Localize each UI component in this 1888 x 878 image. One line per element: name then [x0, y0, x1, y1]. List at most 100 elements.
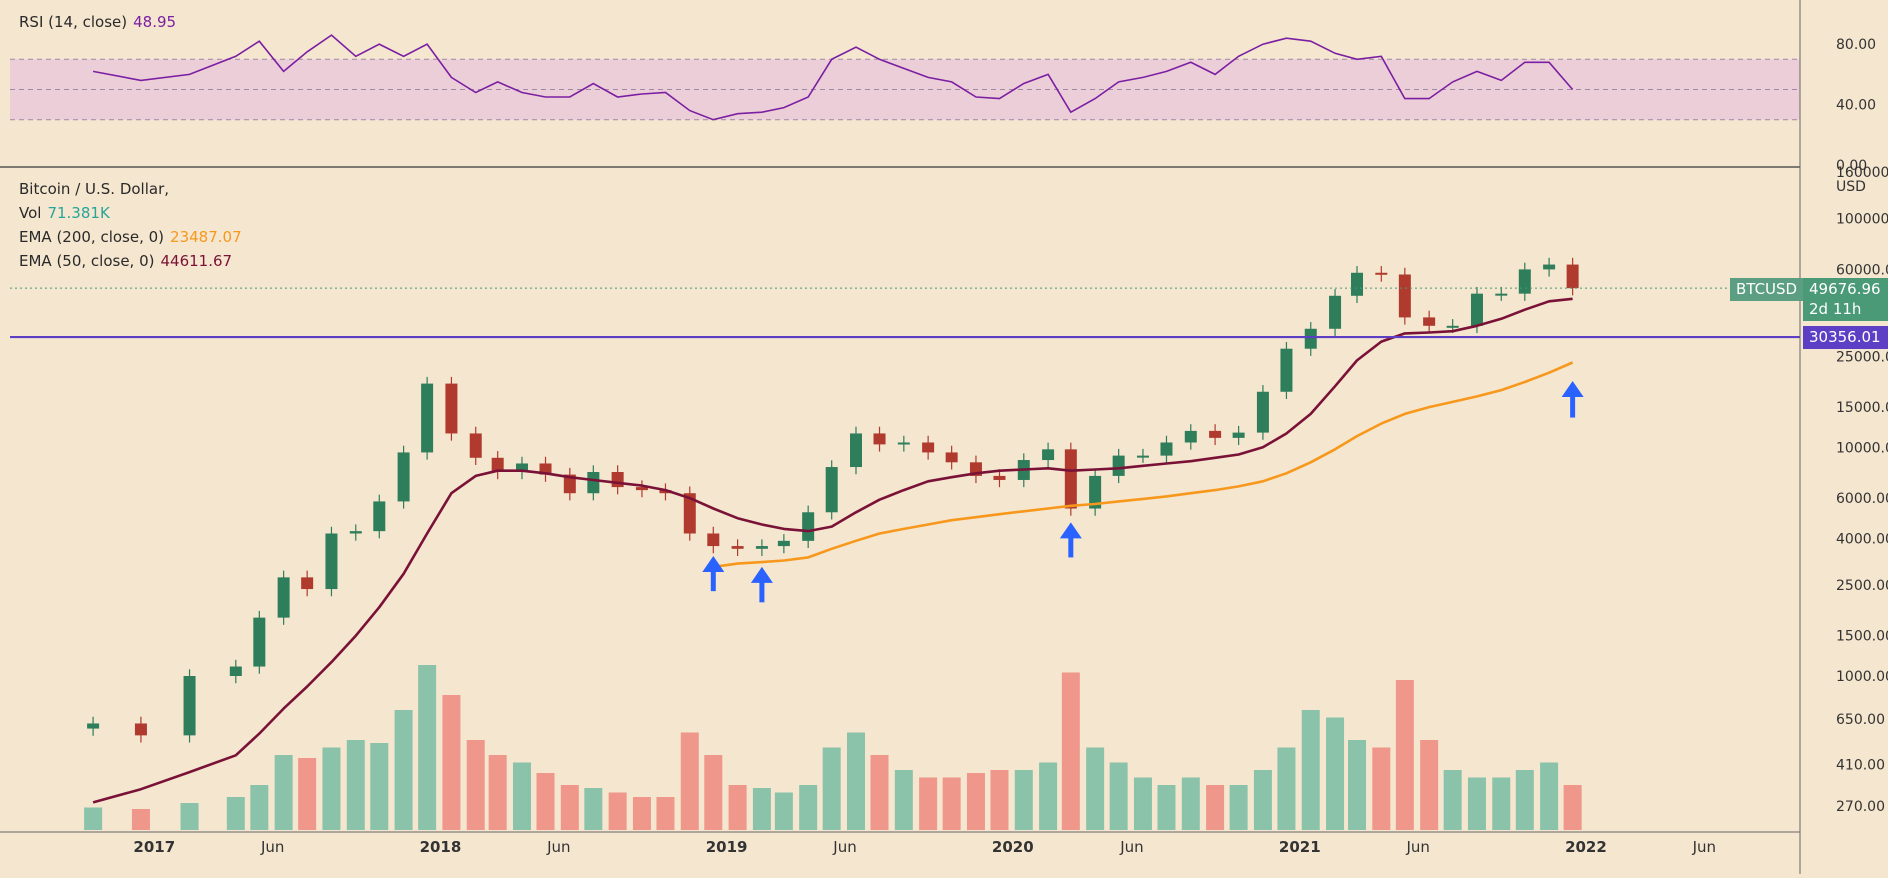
- candle-body: [253, 618, 265, 667]
- candle-body: [993, 476, 1005, 480]
- volume-bar: [132, 809, 150, 830]
- ema200-legend[interactable]: EMA (200, close, 0)23487.07: [19, 225, 242, 249]
- price-tick-label: 650.00: [1836, 712, 1885, 728]
- volume-bar: [609, 793, 627, 831]
- ema50-legend-label: EMA (50, close, 0): [19, 252, 155, 270]
- candle-body: [732, 546, 744, 549]
- volume-bar: [871, 755, 889, 830]
- symbol-badge: BTCUSD: [1730, 278, 1803, 301]
- volume-bar: [181, 803, 199, 830]
- volume-bar: [1230, 785, 1248, 830]
- candle-body: [301, 577, 313, 589]
- candle-body: [325, 533, 337, 589]
- rsi-pane: [10, 35, 1800, 120]
- price-tick-label: 60000.00: [1836, 262, 1888, 278]
- candle-body: [1375, 273, 1387, 275]
- time-tick-label: 2022: [1565, 838, 1607, 856]
- candle-body: [1185, 431, 1197, 443]
- volume-bar: [1444, 770, 1462, 830]
- candle-body: [421, 384, 433, 453]
- rsi-tick-label: 40.00: [1836, 98, 1876, 114]
- volume-bar: [1420, 740, 1438, 830]
- ema50-legend[interactable]: EMA (50, close, 0) 44611.67: [19, 249, 242, 273]
- candle-body: [184, 676, 196, 735]
- candle-body: [1160, 442, 1172, 455]
- candle-body: [612, 472, 624, 487]
- candle-body: [922, 442, 934, 452]
- ema50-line: [93, 299, 1573, 803]
- volume-bar: [1086, 748, 1104, 831]
- candle-body: [1209, 431, 1221, 438]
- countdown-badge: 2d 11h: [1803, 298, 1888, 321]
- volume-bar: [1492, 778, 1510, 831]
- volume-bar: [322, 748, 340, 831]
- arrow-up-head: [751, 567, 773, 583]
- vol-legend-label: Vol: [19, 204, 41, 222]
- candle-body: [1351, 273, 1363, 296]
- time-tick-label: 2020: [992, 838, 1034, 856]
- candle-body: [850, 433, 862, 467]
- time-tick-label: 2018: [420, 838, 462, 856]
- price-tick-label: 1000.00: [1836, 669, 1888, 685]
- volume-bar: [1277, 748, 1295, 831]
- volume-bar: [370, 743, 388, 830]
- volume-bar: [1134, 778, 1152, 831]
- ema200-legend-value: 23487.07: [170, 228, 242, 246]
- volume-bar: [584, 788, 602, 830]
- volume-bar: [799, 785, 817, 830]
- volume-bar: [1468, 778, 1486, 831]
- volume-bar: [1326, 718, 1344, 831]
- ema50-legend-value: 44611.67: [161, 252, 233, 270]
- volume-bar: [847, 733, 865, 831]
- volume-bar: [967, 773, 985, 830]
- candle-body: [230, 667, 242, 676]
- price-tick-label: 15000.00: [1836, 400, 1888, 416]
- time-tick-label: 2019: [706, 838, 748, 856]
- price-tick-label: 1500.00: [1836, 629, 1888, 645]
- candle-body: [445, 384, 457, 434]
- volume-bar: [895, 770, 913, 830]
- volume-bar: [250, 785, 268, 830]
- candle-body: [1042, 449, 1054, 460]
- time-tick-label: Jun: [1119, 838, 1143, 856]
- candle-body: [87, 723, 99, 728]
- volume-bar: [1062, 673, 1080, 831]
- volume-bar: [1015, 770, 1033, 830]
- candle-body: [1423, 317, 1435, 325]
- volume-bar: [1039, 763, 1057, 831]
- candle-body: [1137, 456, 1149, 458]
- volume-bar: [704, 755, 722, 830]
- price-tick-label: 25000.00: [1836, 349, 1888, 365]
- volume-bar: [681, 733, 699, 831]
- symbol-title[interactable]: Bitcoin / U.S. Dollar,: [19, 177, 242, 201]
- rsi-tick-label: 80.00: [1836, 37, 1876, 53]
- rsi-legend[interactable]: RSI (14, close)48.95: [19, 10, 176, 34]
- time-tick-label: Jun: [546, 838, 570, 856]
- volume-bar: [513, 763, 531, 831]
- volume-bar: [753, 788, 771, 830]
- candle-body: [826, 467, 838, 512]
- candle-body: [398, 452, 410, 501]
- volume-bar: [1540, 763, 1558, 831]
- volume-bar: [442, 695, 460, 830]
- price-tick-label: 10000.00: [1836, 440, 1888, 456]
- candle-body: [1113, 456, 1125, 476]
- volume-bar: [1302, 710, 1320, 830]
- volume-bar: [823, 748, 841, 831]
- volume-bar: [1564, 785, 1582, 830]
- candle-body: [1233, 433, 1245, 438]
- candle-body: [1543, 265, 1555, 270]
- candle-body: [1495, 294, 1507, 296]
- volume-bar: [1372, 748, 1390, 831]
- candle-body: [946, 452, 958, 462]
- candle-body: [1305, 329, 1317, 349]
- volume-bar: [84, 808, 102, 831]
- volume-bar: [943, 778, 961, 831]
- candle-body: [1280, 349, 1292, 392]
- candle-body: [1447, 326, 1459, 328]
- volume-bar: [275, 755, 293, 830]
- rsi-legend-value: 48.95: [133, 13, 176, 31]
